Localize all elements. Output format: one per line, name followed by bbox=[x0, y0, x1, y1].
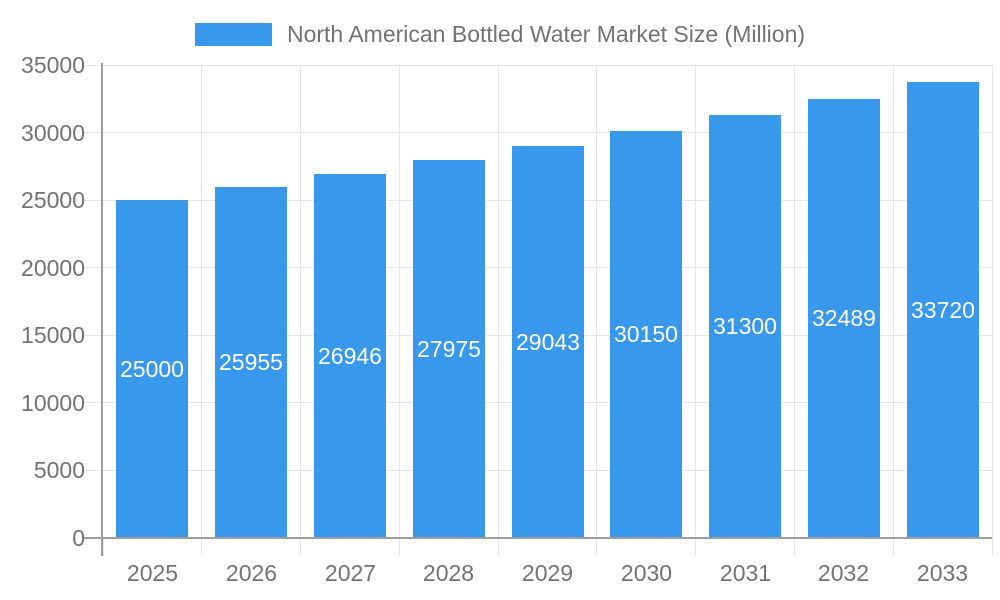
x-axis-tick-label: 2033 bbox=[916, 560, 969, 586]
bar: 30150 bbox=[610, 131, 682, 538]
x-axis-tick-label: 2030 bbox=[620, 560, 673, 586]
legend[interactable]: North American Bottled Water Market Size… bbox=[0, 21, 1000, 47]
y-axis-tick-label: 0 bbox=[72, 525, 85, 551]
bar: 25000 bbox=[116, 200, 188, 538]
x-axis-line bbox=[84, 537, 992, 539]
x-axis-tick-label: 2027 bbox=[324, 560, 377, 586]
bar-value-label: 33720 bbox=[911, 296, 975, 323]
bar-value-label: 32489 bbox=[812, 305, 876, 331]
y-axis-tick bbox=[84, 469, 103, 471]
y-axis-tick bbox=[84, 64, 103, 66]
gridline-horizontal bbox=[103, 64, 992, 66]
y-axis-line bbox=[101, 63, 103, 556]
x-axis-tick bbox=[596, 538, 598, 556]
y-axis-tick-label: 5000 bbox=[33, 457, 85, 484]
x-axis-tick bbox=[201, 538, 203, 556]
bar-value-label: 25000 bbox=[120, 355, 184, 382]
x-axis-tick-label: 2029 bbox=[521, 560, 574, 586]
gridline-vertical bbox=[991, 65, 993, 538]
gridline-vertical bbox=[201, 65, 203, 538]
x-axis-tick-label: 2028 bbox=[422, 560, 475, 586]
bar-value-label: 27975 bbox=[417, 335, 481, 362]
y-axis-tick-label: 30000 bbox=[21, 119, 85, 146]
x-axis-tick-label: 2026 bbox=[225, 560, 278, 586]
bar: 33720 bbox=[907, 82, 979, 538]
legend-swatch-icon bbox=[194, 22, 272, 46]
legend-label: North American Bottled Water Market Size… bbox=[286, 20, 806, 47]
x-axis-tick bbox=[398, 538, 400, 556]
bar: 27975 bbox=[413, 160, 485, 538]
x-axis-tick bbox=[695, 538, 697, 556]
bar-value-label: 30150 bbox=[614, 321, 678, 347]
x-axis-tick bbox=[793, 538, 795, 556]
y-axis-tick-label: 10000 bbox=[21, 389, 85, 416]
gridline-horizontal bbox=[103, 132, 992, 134]
x-axis-tick bbox=[497, 538, 499, 556]
gridline-vertical bbox=[398, 65, 400, 538]
y-axis-tick bbox=[84, 132, 103, 134]
gridline-vertical bbox=[596, 65, 598, 538]
bar: 26946 bbox=[314, 174, 386, 538]
bar: 31300 bbox=[709, 115, 781, 538]
x-axis-tick-label: 2025 bbox=[126, 560, 179, 586]
x-axis-tick bbox=[300, 538, 302, 556]
x-axis-tick-label: 2032 bbox=[817, 560, 870, 586]
bar: 25955 bbox=[215, 187, 287, 538]
y-axis-tick bbox=[84, 334, 103, 336]
gridline-vertical bbox=[892, 65, 894, 538]
x-axis-tick-label: 2031 bbox=[719, 560, 772, 586]
bar: 32489 bbox=[808, 99, 880, 538]
bar-value-label: 26946 bbox=[318, 342, 382, 369]
y-axis-tick-label: 35000 bbox=[21, 52, 85, 78]
y-axis-tick-label: 20000 bbox=[21, 254, 85, 281]
x-axis-tick bbox=[102, 538, 104, 556]
bar-value-label: 25955 bbox=[219, 349, 283, 375]
gridline-vertical bbox=[793, 65, 795, 538]
y-axis-tick bbox=[84, 402, 103, 404]
gridline-vertical bbox=[695, 65, 697, 538]
gridline-vertical bbox=[497, 65, 499, 538]
x-axis-tick bbox=[991, 538, 993, 556]
x-axis-tick bbox=[892, 538, 894, 556]
y-axis-tick-label: 25000 bbox=[21, 187, 85, 214]
bar-value-label: 31300 bbox=[713, 313, 777, 339]
y-axis-tick-label: 15000 bbox=[21, 322, 85, 349]
y-axis-tick bbox=[84, 199, 103, 201]
bar-value-label: 29043 bbox=[516, 328, 580, 355]
y-axis-tick bbox=[84, 267, 103, 269]
gridline-vertical bbox=[300, 65, 302, 538]
bar: 29043 bbox=[512, 146, 584, 538]
